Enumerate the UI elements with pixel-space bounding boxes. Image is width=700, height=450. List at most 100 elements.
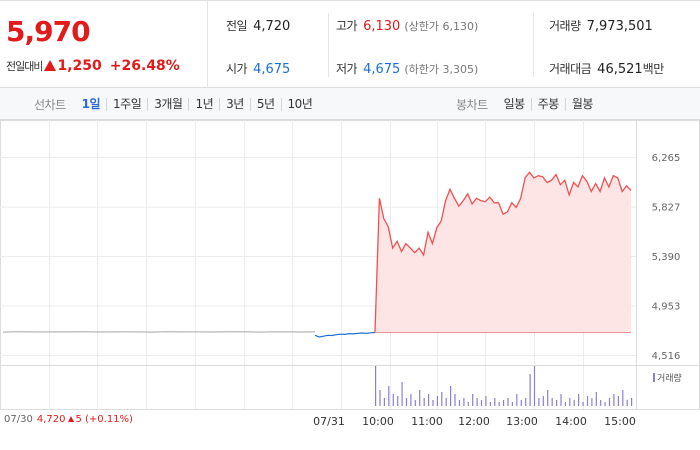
- volume-bar: [511, 402, 513, 406]
- x-tick-label: 15:00: [604, 415, 636, 428]
- volume-bar: [383, 398, 385, 406]
- price-lines: [2, 171, 632, 338]
- tab-1y[interactable]: 1년: [188, 98, 219, 111]
- volume-bar: [375, 366, 377, 406]
- volume-bar: [582, 402, 584, 406]
- volume-bar: [405, 398, 408, 406]
- volume-bar: [533, 366, 536, 406]
- x-axis-labels: 07/31 10:00 11:00 12:00 13:00 14:00 15:00: [313, 415, 636, 428]
- prev-change: 5 (+0.11%): [75, 414, 133, 425]
- volume-bar: [458, 400, 461, 406]
- line-chart-tabs: 선차트 1일 1주일 3개월 1년 3년 5년 10년: [34, 96, 318, 113]
- volume-bar: [476, 398, 478, 406]
- stat-value: 4,675: [253, 62, 291, 77]
- volume-bar: [586, 396, 589, 406]
- volume-bars: [375, 366, 633, 406]
- stat-trade-value: 거래대금 46,521백만: [549, 60, 664, 80]
- stat-high: 고가 6,130 (상한가 6,130): [336, 17, 478, 37]
- volume-bar: [573, 400, 575, 406]
- tab-monthly[interactable]: 월봉: [564, 98, 599, 111]
- stat-open: 시가 4,675: [226, 60, 290, 80]
- volume-bar: [454, 394, 456, 406]
- up-triangle-icon: [68, 416, 75, 422]
- volume-bar: [463, 398, 465, 406]
- volume-bar: [397, 396, 399, 406]
- tab-1d[interactable]: 1일: [81, 97, 101, 111]
- volume-bar: [450, 386, 452, 406]
- x-tick-label: 10:00: [362, 415, 394, 428]
- volume-bar: [560, 394, 562, 406]
- volume-bar: [392, 394, 394, 406]
- candle-chart-label: 봉차트: [456, 98, 488, 112]
- stat-prev-close: 전일 4,720: [226, 17, 290, 37]
- prev-close: 4,720: [36, 414, 66, 425]
- volume-bar: [503, 400, 505, 406]
- lower-limit: (하한가 3,305): [404, 63, 479, 76]
- tab-5y[interactable]: 5년: [249, 98, 281, 111]
- stat-value: 7,973,501: [586, 19, 653, 34]
- tab-weekly[interactable]: 주봉: [530, 98, 565, 111]
- volume-bar: [489, 402, 491, 406]
- volume-bar: [613, 394, 615, 406]
- change-amount: 1,250: [57, 58, 102, 74]
- y-tick-label: 4,953: [652, 302, 681, 313]
- volume-bar: [423, 398, 425, 406]
- chart-tab-bar: 선차트 1일 1주일 3개월 1년 3년 5년 10년 봉차트 일봉 주봉 월봉: [0, 88, 700, 120]
- volume-bar: [578, 394, 580, 406]
- volume-bar: [507, 398, 509, 406]
- x-tick-label: 13:00: [506, 415, 538, 428]
- volume-bar: [494, 398, 496, 406]
- stat-low: 저가 4,675 (하한가 3,305): [336, 60, 478, 80]
- change-line: 전일대비 1,250 +26.48%: [6, 55, 180, 74]
- up-triangle-icon: [44, 60, 57, 71]
- y-tick-label: 4,516: [652, 351, 681, 362]
- stat-label: 전일: [226, 19, 248, 33]
- current-price: 5,970: [6, 15, 91, 48]
- y-tick-label: 6,265: [652, 153, 681, 164]
- stat-label: 시가: [226, 62, 248, 76]
- change-rate: +26.48%: [109, 58, 180, 74]
- volume-bar: [414, 400, 416, 406]
- volume-bar: [604, 402, 606, 406]
- stat-value: 4,675: [363, 62, 401, 77]
- volume-bar: [419, 390, 421, 406]
- y-tick-label: 5,390: [652, 252, 681, 263]
- change-label: 전일대비: [6, 60, 43, 73]
- stat-value: 6,130: [363, 19, 401, 34]
- volume-bar: [436, 396, 438, 406]
- volume-legend: 거래량: [653, 371, 682, 384]
- volume-bar: [467, 402, 469, 406]
- volume-plot-frame: [0, 365, 700, 410]
- volume-bar: [432, 400, 434, 406]
- stat-label: 저가: [336, 62, 358, 76]
- volume-bar: [388, 386, 390, 406]
- volume-bar: [569, 398, 571, 406]
- x-tick-label: 11:00: [411, 415, 443, 428]
- volume-bar: [608, 398, 611, 406]
- volume-bar: [441, 392, 443, 406]
- upper-limit: (상한가 6,130): [404, 20, 479, 33]
- volume-legend-label: 거래량: [657, 374, 682, 384]
- y-tick-label: 5,827: [652, 203, 681, 214]
- volume-bar: [520, 400, 522, 406]
- volume-bar: [622, 390, 624, 406]
- line-chart-label: 선차트: [34, 98, 66, 112]
- tab-3m[interactable]: 3개월: [147, 98, 188, 111]
- tab-1w[interactable]: 1주일: [106, 98, 147, 111]
- volume-bar: [525, 398, 527, 406]
- volume-bar: [547, 390, 549, 406]
- volume-swatch: [653, 373, 655, 382]
- candle-chart-tabs: 봉차트 일봉 주봉 월봉: [456, 96, 599, 113]
- prev-date: 07/30: [4, 414, 33, 425]
- volume-bar: [428, 394, 430, 406]
- stat-value: 4,720: [253, 19, 291, 34]
- volume-bar: [617, 396, 619, 406]
- stat-label: 거래대금: [549, 62, 592, 76]
- tab-daily[interactable]: 일봉: [503, 97, 526, 111]
- stat-label: 거래량: [549, 19, 581, 33]
- series-line-session: [374, 171, 632, 332]
- price-chart: 6,265 5,827 5,390 4,953 4,516 07/31 10:00 11:0…: [0, 120, 700, 428]
- tab-10y[interactable]: 10년: [280, 98, 319, 111]
- tab-3y[interactable]: 3년: [219, 98, 250, 111]
- volume-bar: [551, 398, 553, 406]
